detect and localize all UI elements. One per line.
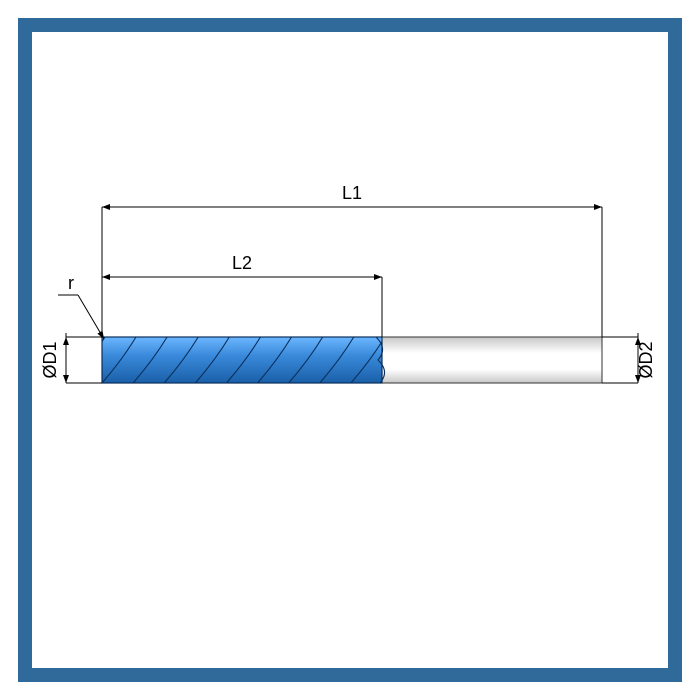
dim-label-ØD1: ØD1 (40, 341, 60, 378)
dim-label-L2: L2 (232, 253, 252, 273)
dim-label-L1: L1 (342, 183, 362, 203)
end-mill-tool (40, 337, 602, 383)
technical-drawing: L1 L2 ØD1 ØD2 r (32, 32, 668, 668)
outer-frame: L1 L2 ØD1 ØD2 r (0, 0, 700, 700)
border-frame: L1 L2 ØD1 ØD2 r (18, 18, 682, 682)
dim-label-r: r (68, 273, 74, 293)
dim-label-ØD2: ØD2 (636, 341, 656, 378)
